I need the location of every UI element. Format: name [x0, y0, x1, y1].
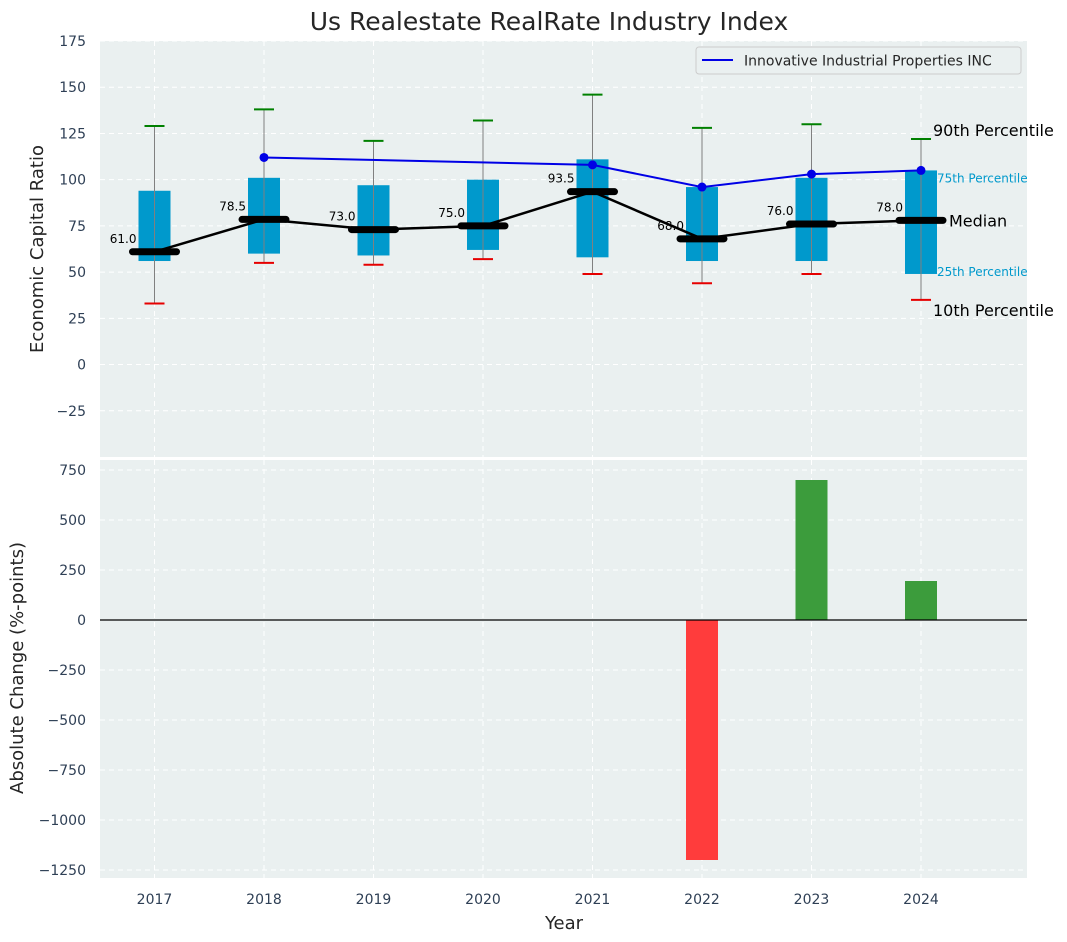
p25-annotation: 25th Percentile — [937, 265, 1028, 279]
x-tick-label: 2019 — [356, 892, 392, 908]
bottom-y-tick-label: −1000 — [39, 813, 86, 829]
top-y-tick-label: 50 — [68, 265, 86, 281]
legend-label: Innovative Industrial Properties INC — [744, 54, 992, 70]
top-y-tick-label: 0 — [77, 358, 86, 374]
top-panel: −25 0 25 50 75 100 125 150 175 61.0 78.5 73.0 75.0 93… — [56, 34, 1054, 457]
top-y-tick-label: 100 — [59, 173, 86, 189]
median-value-label: 93.5 — [548, 172, 575, 186]
median-value-label: 78.0 — [876, 200, 903, 214]
legend: Innovative Industrial Properties INC — [695, 46, 1022, 75]
company-point — [697, 182, 707, 192]
change-bar — [795, 480, 828, 620]
legend-box — [695, 46, 1022, 75]
bottom-y-tick-label: −1250 — [39, 863, 86, 879]
top-y-tick-label: 175 — [59, 34, 86, 50]
median-value-label: 61.0 — [110, 232, 137, 246]
company-point — [588, 160, 597, 170]
x-tick-label: 2024 — [903, 892, 939, 908]
top-y-axis-label: Economic Capital Ratio — [27, 145, 48, 353]
bottom-y-tick-label: 0 — [77, 613, 86, 629]
median-annotation: Median — [949, 211, 1007, 230]
bottom-y-tick-label: −500 — [48, 713, 86, 729]
bottom-y-tick-label: 500 — [59, 513, 86, 529]
bottom-y-tick-label: −250 — [48, 663, 86, 679]
median-value-label: 78.5 — [219, 199, 246, 213]
top-plot-area — [100, 41, 1027, 457]
median-value-label: 75.0 — [438, 206, 465, 220]
change-bar — [905, 581, 937, 620]
company-point — [259, 152, 269, 162]
x-tick-label: 2017 — [137, 892, 173, 908]
top-y-tick-label: 75 — [68, 219, 86, 235]
company-point — [916, 165, 926, 175]
median-value-label: 76.0 — [767, 204, 794, 218]
change-bar — [686, 620, 718, 860]
bottom-panel: −1250 −1000 −750 −500 −250 0 250 500 750 2017 2018… — [39, 460, 1027, 908]
x-tick-label: 2021 — [575, 892, 611, 908]
median-value-label: 73.0 — [329, 210, 356, 224]
p90-annotation: 90th Percentile — [933, 121, 1054, 140]
x-tick-label: 2018 — [246, 892, 282, 908]
bottom-y-tick-label: 750 — [59, 463, 86, 479]
x-tick-label: 2023 — [794, 892, 830, 908]
bottom-y-tick-label: 250 — [59, 563, 86, 579]
p75-annotation: 75th Percentile — [937, 171, 1028, 185]
top-y-tick-label: 25 — [68, 311, 86, 327]
bottom-y-axis-label: Absolute Change (%-points) — [7, 542, 28, 794]
bottom-plot-area — [100, 460, 1027, 878]
p10-annotation: 10th Percentile — [933, 301, 1054, 320]
bottom-y-tick-label: −750 — [48, 763, 86, 779]
top-y-tick-label: 125 — [59, 126, 86, 142]
top-y-tick-label: −25 — [56, 404, 86, 420]
company-point — [807, 169, 816, 179]
x-axis-label: Year — [544, 913, 584, 934]
top-y-tick-label: 150 — [59, 80, 86, 96]
median-value-label: 68.0 — [657, 219, 684, 233]
x-tick-label: 2022 — [684, 892, 720, 908]
x-tick-label: 2020 — [465, 892, 501, 908]
chart-title: Us Realestate RealRate Industry Index — [310, 7, 789, 36]
